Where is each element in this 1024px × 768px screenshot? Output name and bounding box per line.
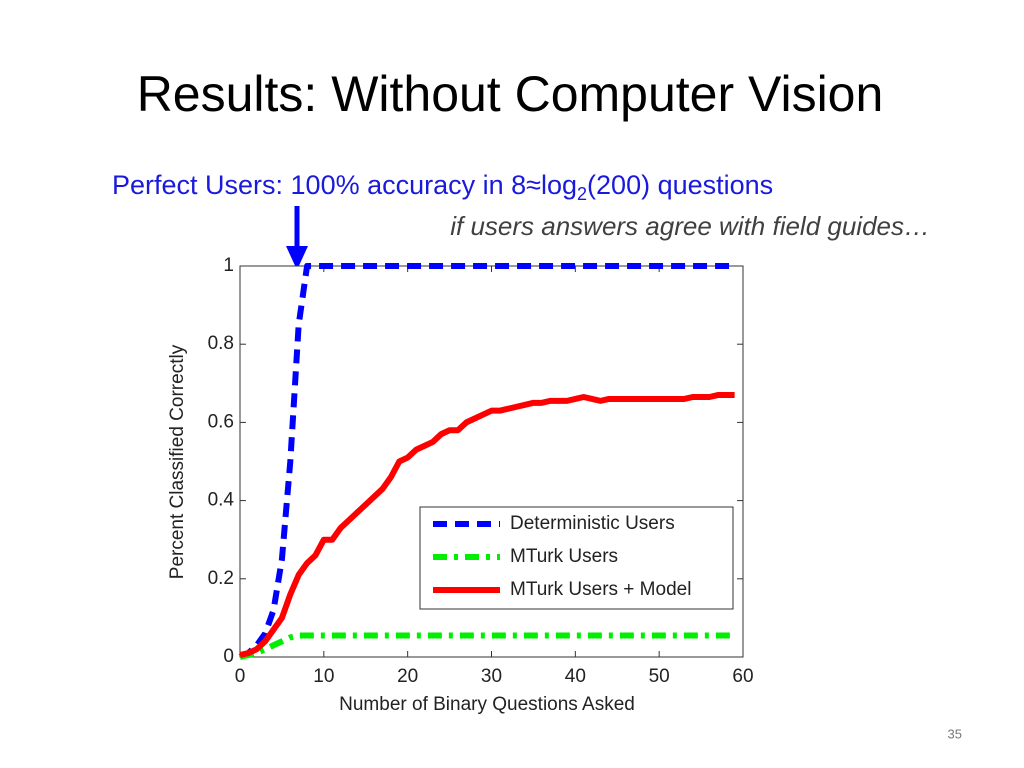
y-tick-label: 0 bbox=[223, 646, 234, 667]
x-tick-label: 30 bbox=[481, 666, 502, 687]
arrow-head bbox=[286, 246, 308, 270]
subtitle-text: (200) questions bbox=[587, 170, 773, 200]
legend-label: MTurk Users bbox=[510, 546, 618, 567]
subtitle-subscript: 2 bbox=[577, 184, 587, 204]
y-tick-label: 0.6 bbox=[208, 411, 234, 432]
series-line bbox=[239, 392, 735, 658]
x-axis-label: Number of Binary Questions Asked bbox=[339, 694, 635, 715]
x-tick-label: 40 bbox=[565, 666, 586, 687]
series-line bbox=[239, 632, 735, 660]
x-tick-label: 0 bbox=[235, 666, 246, 687]
x-tick-label: 20 bbox=[397, 666, 418, 687]
legend-label: Deterministic Users bbox=[510, 513, 675, 534]
y-tick-label: 0.4 bbox=[208, 490, 235, 511]
y-tick-label: 1 bbox=[223, 255, 234, 276]
series-line bbox=[238, 263, 735, 660]
y-tick-label: 0.8 bbox=[208, 333, 234, 354]
y-tick-label: 0.2 bbox=[208, 568, 234, 589]
x-tick-label: 10 bbox=[313, 666, 334, 687]
slide-title: Results: Without Computer Vision bbox=[137, 66, 884, 122]
note: if users answers agree with field guides… bbox=[450, 211, 930, 241]
subtitle: Perfect Users: 100% accuracy in 8≈log2(2… bbox=[112, 170, 773, 204]
x-tick-label: 60 bbox=[732, 666, 753, 687]
page-number: 35 bbox=[948, 726, 962, 741]
x-tick-label: 50 bbox=[649, 666, 670, 687]
legend-label: MTurk Users + Model bbox=[510, 579, 691, 600]
subtitle-text: Perfect Users: 100% accuracy in 8≈log bbox=[112, 170, 577, 200]
y-axis-label: Percent Classified Correctly bbox=[167, 344, 188, 579]
